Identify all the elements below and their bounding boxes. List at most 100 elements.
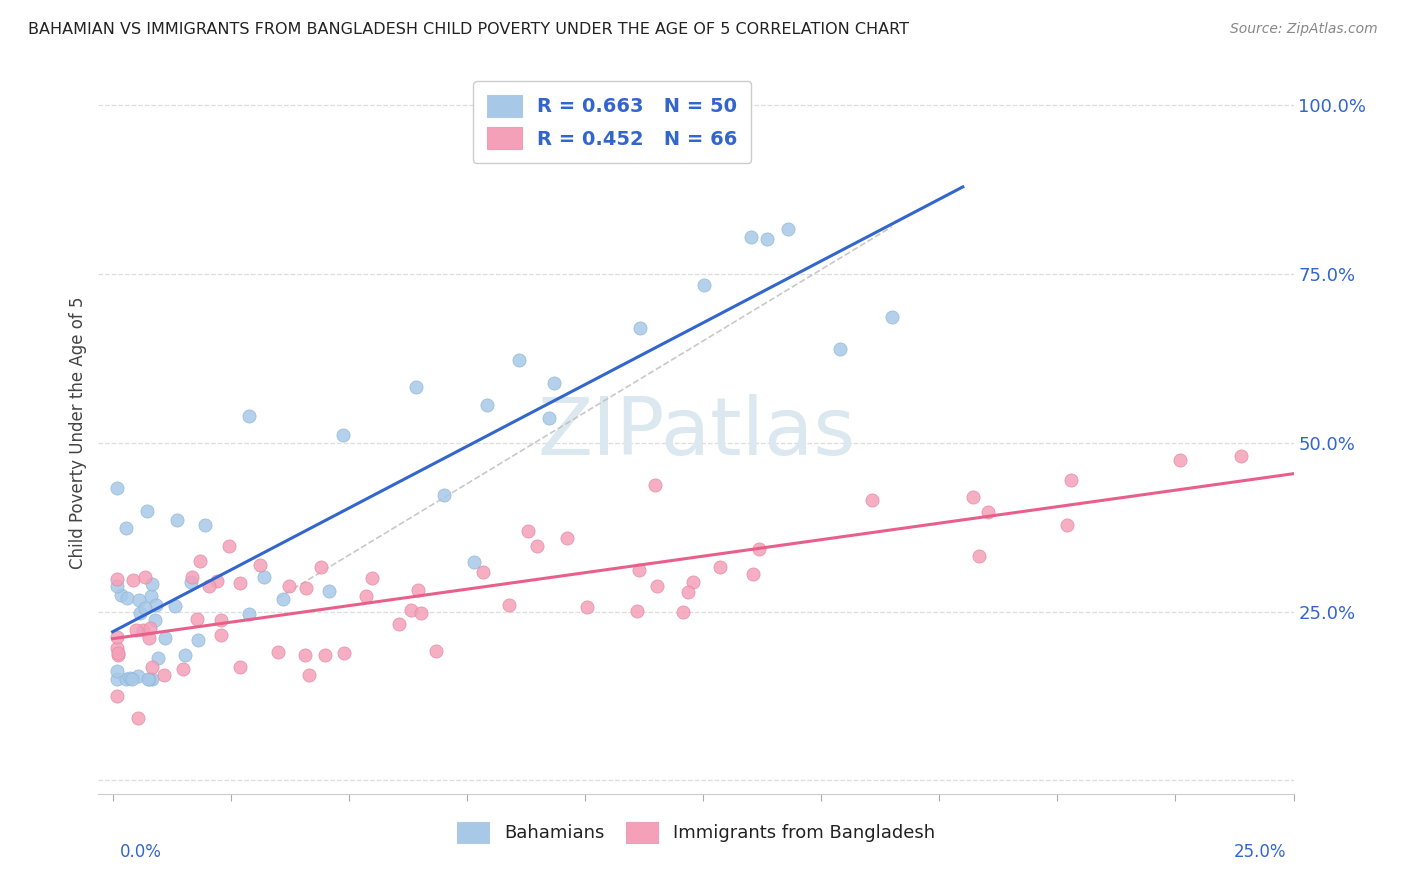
Text: 0.0%: 0.0% xyxy=(120,843,162,861)
Point xyxy=(318,583,340,598)
Point xyxy=(135,503,157,517)
Point xyxy=(644,478,666,492)
Point xyxy=(105,572,128,586)
Point xyxy=(748,542,770,557)
Point xyxy=(472,565,495,579)
Point xyxy=(138,672,160,686)
Point xyxy=(405,380,427,394)
Point xyxy=(105,579,128,593)
Point xyxy=(860,492,883,507)
Point xyxy=(238,409,260,424)
Point xyxy=(1168,453,1191,467)
Point xyxy=(181,570,204,584)
Point xyxy=(309,560,332,574)
Point xyxy=(830,342,852,356)
Point xyxy=(411,606,433,620)
Point xyxy=(882,310,904,325)
Point xyxy=(172,662,194,676)
Point xyxy=(277,579,299,593)
Point xyxy=(676,584,699,599)
Point xyxy=(120,671,142,685)
Point xyxy=(128,606,150,620)
Point xyxy=(228,660,250,674)
Point xyxy=(153,632,176,646)
Point xyxy=(408,582,430,597)
Point xyxy=(298,667,321,681)
Point xyxy=(105,689,128,703)
Point xyxy=(139,589,162,603)
Point xyxy=(105,481,128,495)
Point xyxy=(332,428,354,442)
Text: 25.0%: 25.0% xyxy=(1234,843,1286,861)
Point xyxy=(143,613,166,627)
Point xyxy=(132,623,155,637)
Point xyxy=(166,513,188,527)
Point xyxy=(555,531,578,545)
Point xyxy=(110,588,132,602)
Point xyxy=(180,574,202,589)
Legend: Bahamians, Immigrants from Bangladesh: Bahamians, Immigrants from Bangladesh xyxy=(446,811,946,854)
Point xyxy=(294,648,316,663)
Point xyxy=(218,539,240,553)
Point xyxy=(209,628,232,642)
Point xyxy=(165,599,187,614)
Point xyxy=(146,651,169,665)
Point xyxy=(105,630,128,644)
Point xyxy=(360,571,382,585)
Point xyxy=(138,672,160,686)
Point xyxy=(538,410,561,425)
Point xyxy=(114,672,136,686)
Point xyxy=(187,632,209,647)
Point xyxy=(508,353,530,368)
Point xyxy=(253,570,276,584)
Point xyxy=(198,578,221,592)
Point xyxy=(333,646,356,660)
Point xyxy=(115,521,138,535)
Point xyxy=(127,669,149,683)
Point xyxy=(238,607,260,622)
Point xyxy=(1056,517,1078,532)
Point xyxy=(105,664,128,678)
Point xyxy=(153,668,176,682)
Point xyxy=(977,505,1000,519)
Point xyxy=(314,648,336,663)
Point xyxy=(1230,449,1253,463)
Point xyxy=(742,567,765,582)
Point xyxy=(249,558,271,573)
Point xyxy=(229,575,252,590)
Point xyxy=(962,490,984,504)
Point xyxy=(107,648,129,663)
Point xyxy=(756,232,779,246)
Point xyxy=(105,640,128,655)
Point xyxy=(267,645,290,659)
Point xyxy=(105,672,128,686)
Point xyxy=(134,569,156,583)
Point xyxy=(626,604,648,618)
Point xyxy=(709,559,731,574)
Point xyxy=(194,518,217,533)
Point xyxy=(433,488,456,502)
Point xyxy=(575,599,598,614)
Point xyxy=(475,398,498,412)
Point xyxy=(128,593,150,607)
Point xyxy=(354,589,377,603)
Text: BAHAMIAN VS IMMIGRANTS FROM BANGLADESH CHILD POVERTY UNDER THE AGE OF 5 CORRELAT: BAHAMIAN VS IMMIGRANTS FROM BANGLADESH C… xyxy=(28,22,910,37)
Point xyxy=(388,616,411,631)
Point xyxy=(141,577,163,591)
Point xyxy=(188,554,211,568)
Point xyxy=(117,591,139,606)
Y-axis label: Child Poverty Under the Age of 5: Child Poverty Under the Age of 5 xyxy=(69,296,87,569)
Point xyxy=(295,581,318,595)
Point xyxy=(141,672,163,686)
Point xyxy=(205,574,228,589)
Point xyxy=(628,321,651,335)
Point xyxy=(134,601,156,615)
Text: Source: ZipAtlas.com: Source: ZipAtlas.com xyxy=(1230,22,1378,37)
Point xyxy=(517,524,540,539)
Point xyxy=(127,711,149,725)
Point xyxy=(145,598,167,612)
Point xyxy=(526,539,548,553)
Point xyxy=(969,549,991,564)
Point xyxy=(463,555,485,569)
Point xyxy=(1060,473,1083,487)
